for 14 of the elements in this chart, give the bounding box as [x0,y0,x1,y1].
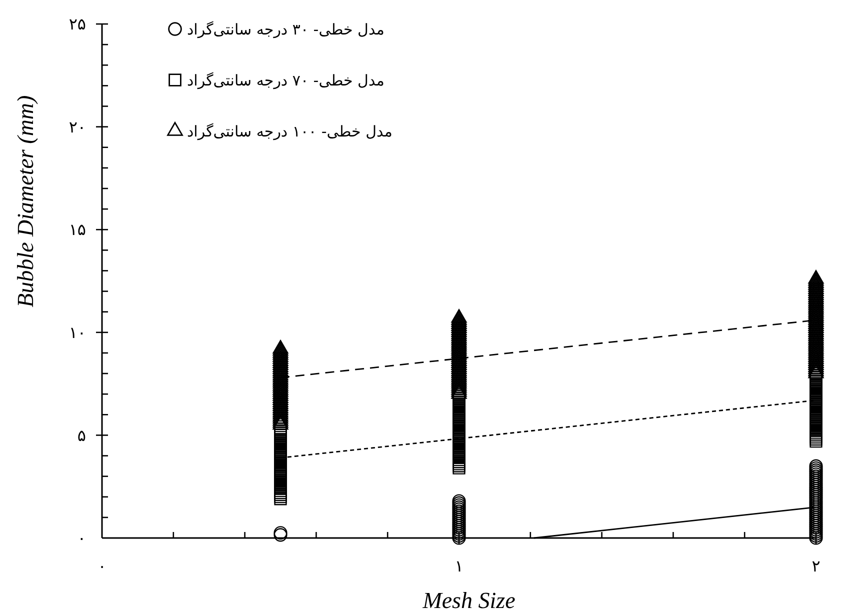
y-tick-label: ۱۰ [68,323,86,342]
legend-label: مدل خطی- ۷۰ درجه سانتی‌گراد [187,71,384,90]
x-tick-label: ۱ [454,556,464,576]
y-tick-label: ۰ [77,528,86,548]
x-tick-label: ۰ [98,556,106,576]
legend-label: مدل خطی- ۳۰ درجه سانتی‌گراد [187,20,384,38]
y-tick-label: ۵ [77,426,86,445]
x-tick-label: ۲ [812,556,820,576]
x-axis-title: Mesh Size [422,588,516,613]
y-tick-label: ۲۰ [68,117,86,136]
y-tick-label: ۱۵ [68,220,86,240]
legend-label: مدل خطی- ۱۰۰ درجه سانتی‌گراد [187,122,392,140]
y-tick-label: ۲۵ [68,14,86,34]
y-axis-title: Bubble Diameter (mm) [13,95,38,308]
